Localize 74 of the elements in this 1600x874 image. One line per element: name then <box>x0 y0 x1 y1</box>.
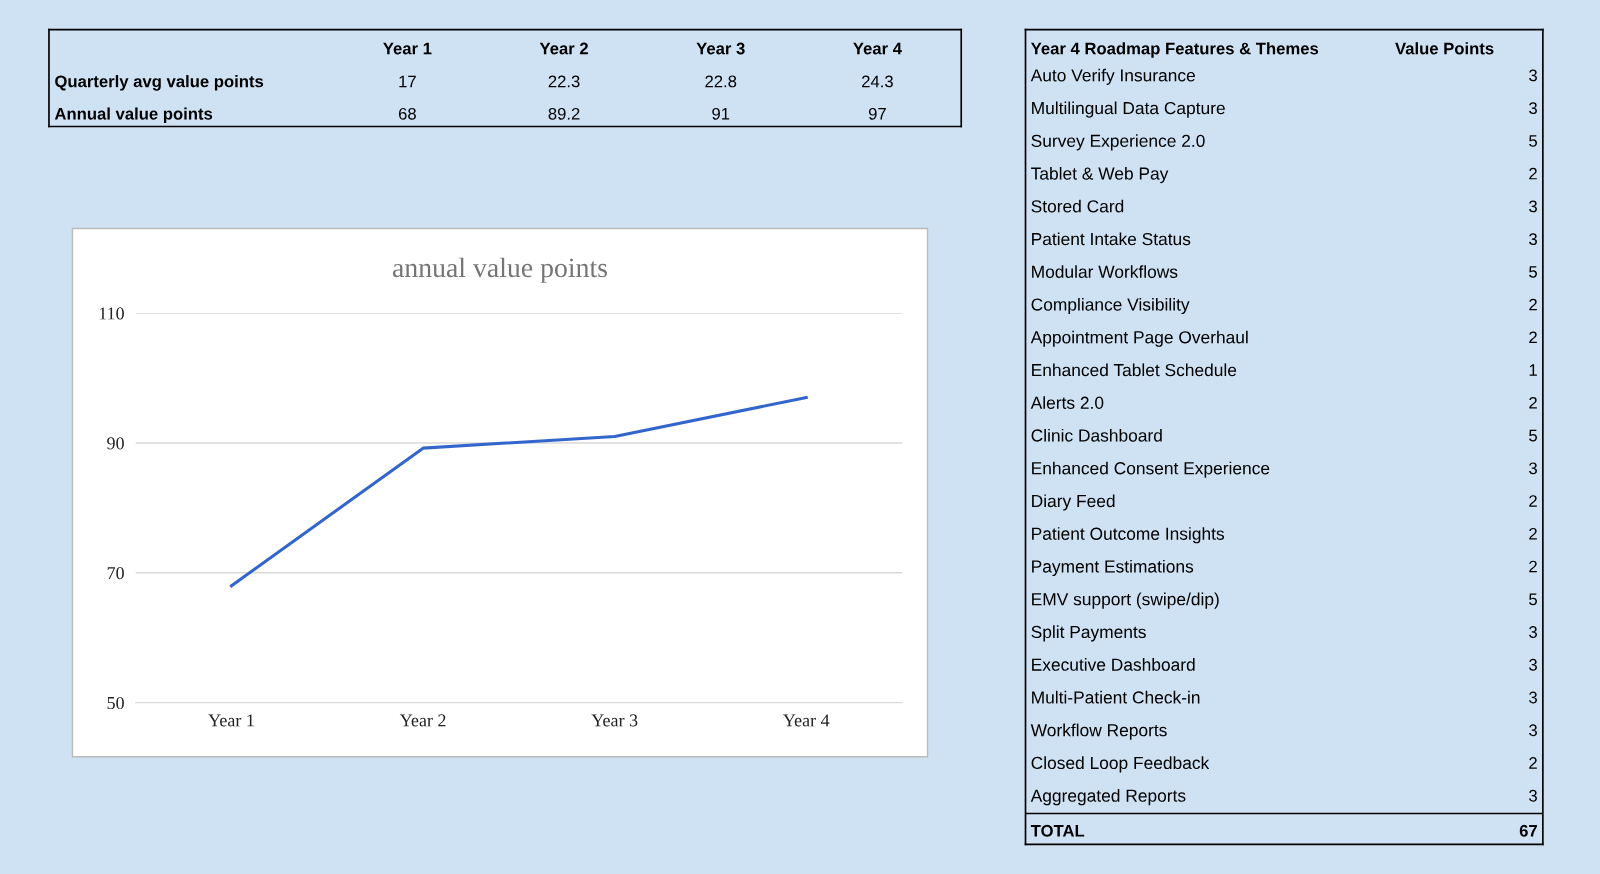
x-tick-label: Year 2 <box>399 714 446 727</box>
data-label: 2 <box>1529 757 1537 769</box>
data-label: 22.3 <box>548 75 580 88</box>
text: Value Points <box>1395 42 1494 55</box>
data-label: 5 <box>1529 593 1537 606</box>
data-label: 2 <box>1529 298 1537 311</box>
category-label: Stored Card <box>1031 199 1124 213</box>
category-label: Workflow Reports <box>1030 723 1167 740</box>
data-label: 3 <box>1529 789 1537 802</box>
category-label: Year 1 <box>383 42 432 55</box>
data-label: 2 <box>1529 560 1537 573</box>
data-label: 2 <box>1529 396 1537 409</box>
data-label: 2 <box>1529 167 1537 180</box>
category-label: EMV support (swipe/dip) <box>1032 592 1219 609</box>
data-label: 2 <box>1529 527 1537 540</box>
data-label: 3 <box>1529 626 1537 638</box>
category-label: Survey Experience 2.0 <box>1031 134 1205 151</box>
category-label: Multilingual Data Capture <box>1032 101 1225 118</box>
category-label: Patient Outcome Insights <box>1032 527 1225 544</box>
category-label: Year 3 <box>696 42 745 55</box>
category-label: Enhanced Tablet Schedule <box>1032 363 1237 377</box>
data-label: 24.3 <box>862 75 893 88</box>
category-label: Patient Intake Status <box>1032 232 1191 246</box>
data-label: 3 <box>1529 691 1537 704</box>
x-tick-label: Year 1 <box>208 714 254 727</box>
category-label: Executive Dashboard <box>1032 658 1195 671</box>
x-tick-label: Year 3 <box>591 714 638 727</box>
y-tick-label: 110 <box>99 307 124 320</box>
data-label: 5 <box>1529 266 1537 278</box>
category-label: Appointment Page Overhaul <box>1030 330 1248 347</box>
data-label: 22.8 <box>705 75 737 88</box>
category-label: Payment Estimations <box>1032 559 1194 577</box>
category-label: Auto Verify Insurance <box>1030 68 1195 85</box>
category-label: Compliance Visibility <box>1031 297 1190 315</box>
text: Annual value points <box>54 107 213 123</box>
x-tick-label: Year 4 <box>783 714 830 727</box>
y-tick-label: 90 <box>107 437 124 450</box>
data-label: 3 <box>1529 462 1537 475</box>
data-label: 3 <box>1529 233 1537 246</box>
y-tick-label: 70 <box>107 567 124 580</box>
data-label: 1 <box>1529 364 1537 376</box>
category-label: Alerts 2.0 <box>1030 396 1104 409</box>
chart-title: annual value points <box>392 257 607 283</box>
data-label: 97 <box>868 107 886 120</box>
data-label: 5 <box>1529 429 1537 442</box>
category-label: TOTAL <box>1030 824 1085 837</box>
category-label: Diary Feed <box>1032 494 1115 511</box>
category-label: Enhanced Consent Experience <box>1032 461 1270 478</box>
data-label: 3 <box>1529 658 1537 671</box>
line-series <box>229 395 808 588</box>
category-label: Aggregated Reports <box>1030 789 1186 806</box>
data-label: 67 <box>1519 824 1537 837</box>
data-label: 3 <box>1529 102 1537 115</box>
data-label: 68 <box>398 107 416 120</box>
data-label: 89.2 <box>548 107 580 120</box>
data-label: 5 <box>1529 135 1537 147</box>
data-label: 2 <box>1529 495 1537 507</box>
y-tick-label: 50 <box>107 696 124 710</box>
text: Quarterly avg value points <box>55 75 264 91</box>
category-label: Split Payments <box>1031 625 1146 642</box>
data-label: 91 <box>712 107 730 120</box>
category-label: Year 4 <box>853 42 902 55</box>
category-label: Tablet & Web Pay <box>1031 166 1169 184</box>
category-label: Clinic Dashboard <box>1031 428 1162 442</box>
data-label: 3 <box>1529 724 1537 737</box>
category-label: Modular Workflows <box>1032 265 1178 278</box>
category-label: Year 2 <box>539 42 588 55</box>
category-label: Closed Loop Feedback <box>1031 756 1210 773</box>
data-label: 17 <box>399 75 416 88</box>
data-label: 3 <box>1529 69 1537 82</box>
category-label: Multi-Patient Check-in <box>1032 690 1200 704</box>
data-label: 2 <box>1529 331 1537 344</box>
data-label: 3 <box>1529 200 1537 213</box>
text: Year 4 Roadmap Features & Themes <box>1030 42 1319 58</box>
